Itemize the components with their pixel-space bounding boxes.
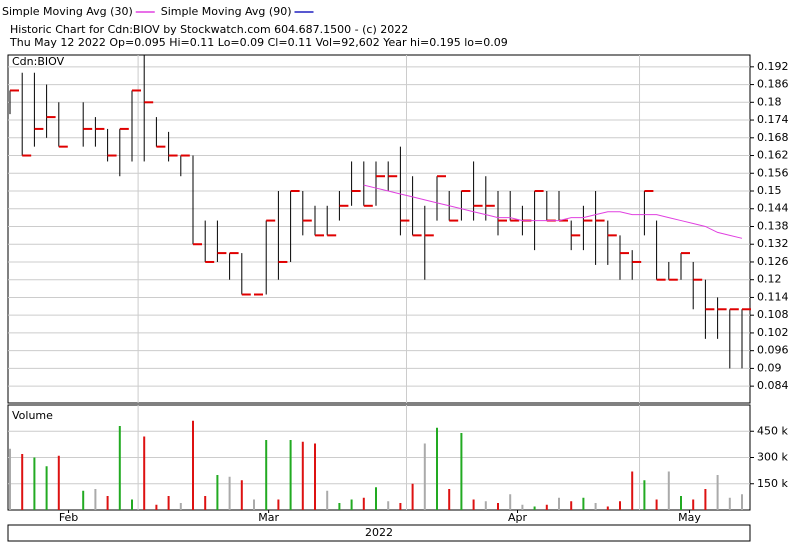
year-frame	[7, 524, 751, 542]
y-tick-label: 0.084	[757, 379, 789, 392]
y-tick-label: 150 k	[757, 477, 788, 490]
x-tick-label: Apr	[508, 511, 528, 524]
chart-subtitle: Thu May 12 2022 Op=0.095 Hi=0.11 Lo=0.09…	[9, 36, 508, 49]
y-tick-label: 0.168	[757, 131, 789, 144]
legend-label: Simple Moving Avg (30)	[2, 5, 133, 18]
y-tick-label: 0.192	[757, 60, 789, 73]
y-tick-label: 0.12	[757, 273, 782, 286]
y-tick-label: 0.114	[757, 290, 789, 303]
legend-label: Simple Moving Avg (90)	[161, 5, 292, 18]
volume-label: Volume	[12, 409, 53, 422]
year-label: 2022	[365, 526, 393, 539]
y-tick-label: 450 k	[757, 424, 788, 437]
y-tick-label: 0.15	[757, 184, 782, 197]
y-tick-label: 0.108	[757, 308, 789, 321]
x-tick-label: Mar	[258, 511, 279, 524]
y-tick-label: 0.174	[757, 113, 789, 126]
chart-title: Historic Chart for Cdn:BIOV by Stockwatc…	[10, 23, 408, 36]
y-tick-label: 0.126	[757, 255, 789, 268]
y-tick-label: 0.102	[757, 326, 789, 339]
x-tick-label: May	[678, 511, 701, 524]
y-tick-label: 0.162	[757, 149, 789, 162]
price-frame	[7, 54, 751, 404]
symbol-label: Cdn:BIOV	[12, 55, 65, 68]
y-tick-label: 300 k	[757, 451, 788, 464]
y-tick-label: 0.186	[757, 78, 789, 91]
y-tick-label: 0.18	[757, 95, 782, 108]
moving-average-line	[363, 184, 743, 239]
y-tick-label: 0.156	[757, 166, 789, 179]
x-tick-label: Feb	[59, 511, 78, 524]
y-tick-label: 0.096	[757, 344, 789, 357]
y-tick-label: 0.144	[757, 202, 789, 215]
y-tick-label: 0.132	[757, 237, 789, 250]
y-tick-label: 0.09	[757, 361, 782, 374]
y-tick-label: 0.138	[757, 219, 789, 232]
